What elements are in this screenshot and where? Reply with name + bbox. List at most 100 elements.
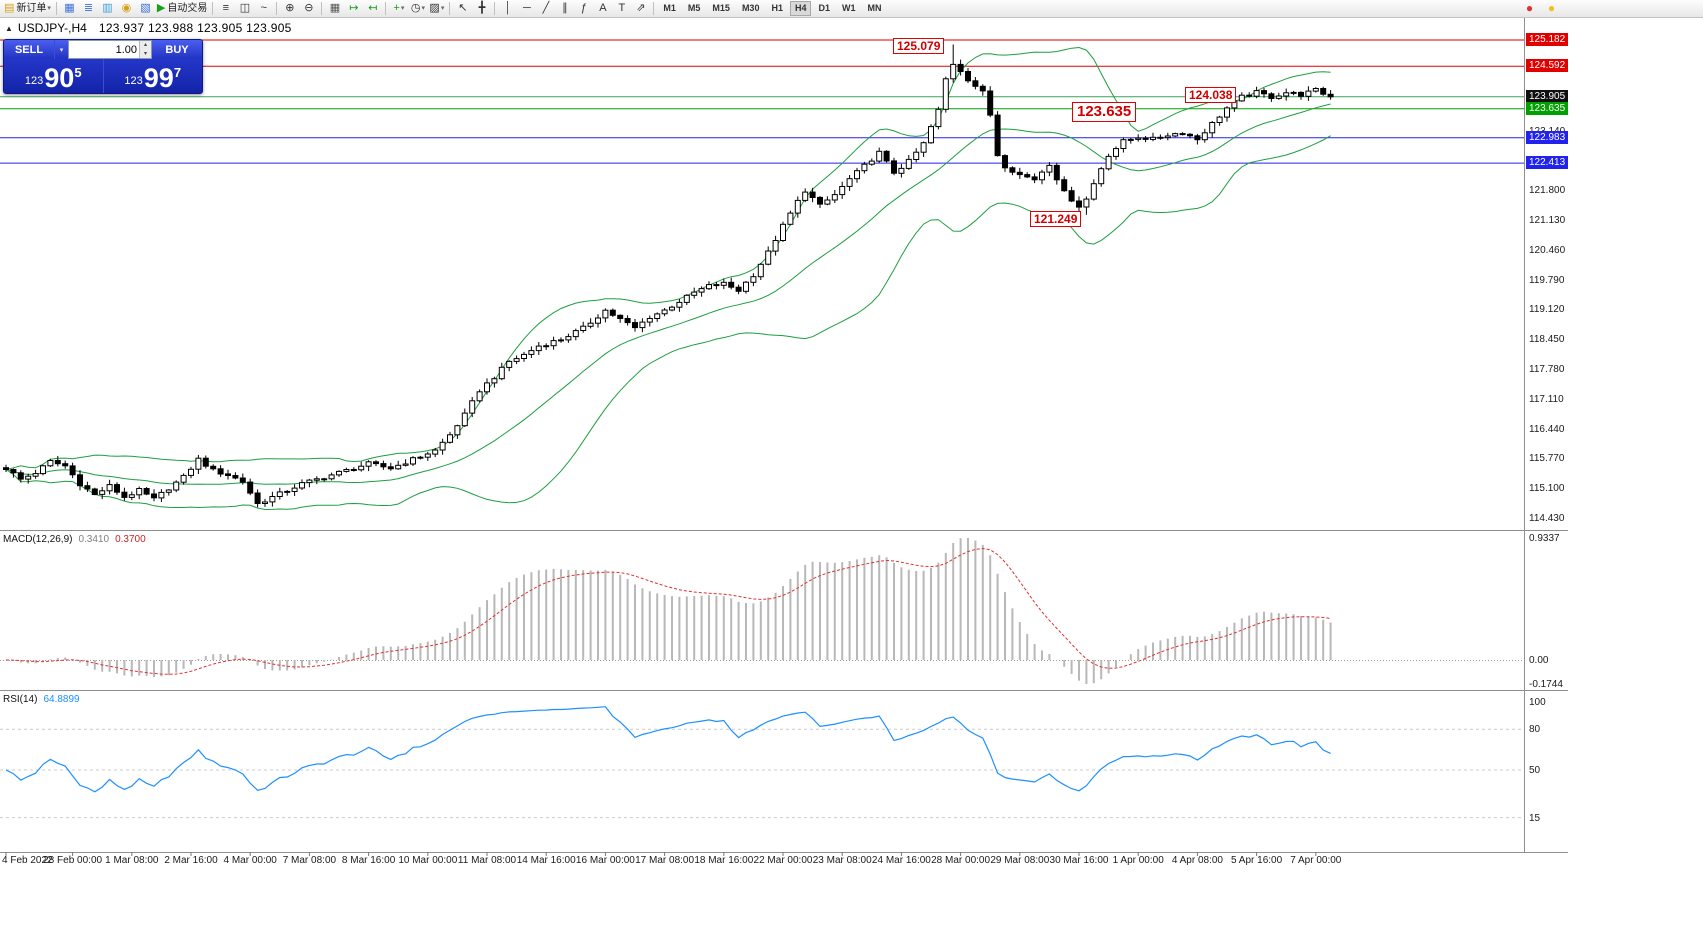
toolbar-separator: [212, 2, 214, 15]
text-label-button[interactable]: A: [593, 1, 612, 16]
timeframe-m1-button[interactable]: M1: [663, 3, 676, 13]
new-order-icon: ▤: [4, 2, 15, 14]
vertical-line-button[interactable]: │: [498, 1, 517, 16]
time-axis-label: 8 Mar 16:00: [341, 855, 396, 866]
price-axis-tag: 125.182: [1526, 33, 1569, 46]
buy-button[interactable]: BUY: [152, 40, 202, 59]
arrows-button[interactable]: ⇗: [631, 1, 650, 16]
chart-ohlc-values: 123.937 123.988 123.905 123.905: [98, 21, 292, 35]
price-axis-label: 117.780: [1529, 364, 1565, 375]
line-chart-button[interactable]: ~: [254, 1, 273, 16]
rsi-axis-label: 15: [1529, 813, 1541, 824]
equidistant-channel-button[interactable]: ∥: [555, 1, 574, 16]
terminal-button[interactable]: ▧: [136, 1, 155, 16]
autotrading-icon: ▶: [156, 2, 166, 14]
periods-dropdown-arrow-icon[interactable]: ▾: [421, 5, 425, 12]
vertical-line-icon: │: [504, 2, 512, 14]
time-axis-label: 23 Mar 08:00: [812, 855, 872, 866]
market-watch-button[interactable]: ≣: [79, 1, 98, 16]
time-axis-label: 14 Mar 16:00: [516, 855, 576, 866]
line-chart-icon: ~: [260, 2, 268, 14]
time-axis-label: 10 Mar 00:00: [398, 855, 458, 866]
new-order-dropdown-arrow-icon[interactable]: ▾: [47, 5, 51, 12]
candlestick-chart-icon: ◫: [239, 2, 251, 14]
volume-increase-button[interactable]: ▴: [140, 41, 151, 50]
text-button[interactable]: T: [612, 1, 631, 16]
timeframe-d1-button[interactable]: D1: [818, 3, 830, 13]
time-axis-label: 1 Mar 08:00: [105, 855, 159, 866]
zoom-out-button[interactable]: ⊖: [299, 1, 318, 16]
templates-button[interactable]: ▨ ▾: [427, 1, 446, 16]
zoom-in-button[interactable]: ⊕: [280, 1, 299, 16]
new-order-button[interactable]: ▤ 新订单 ▾: [2, 1, 53, 16]
one-click-trading-panel: SELL ▾ 1.00 ▴ ▾ BUY 123 90 5 123 99 7: [3, 39, 203, 94]
price-axis-label: 116.440: [1529, 424, 1565, 435]
arrows-icon: ⇗: [636, 2, 646, 14]
indicators-button[interactable]: + ▾: [389, 1, 408, 16]
horizontal-line-button[interactable]: ─: [517, 1, 536, 16]
timeframe-w1-button[interactable]: W1: [842, 3, 856, 13]
crosshair-button[interactable]: ╋: [472, 1, 491, 16]
bar-chart-button[interactable]: ≡: [216, 1, 235, 16]
time-axis-label: 4 Feb 2022: [2, 855, 53, 866]
cursor-button[interactable]: ↖: [453, 1, 472, 16]
trade-dropdown-arrow-icon[interactable]: ▾: [54, 40, 68, 59]
price-axis-tag: 122.413: [1526, 156, 1569, 169]
toolbar: ▤ 新订单 ▾ ▦ ≣ ▥ ◉ ▧ ▶ 自动交易 ≡ ◫ ~ ⊕ ⊖ ▦ ↦ ↤ + ▾ ◷ ▾ ▨ ▾ ↖ ╋ │ ─ ╱ ∥ ƒ A T ⇗ M…: [0, 0, 1703, 18]
periods-button[interactable]: ◷ ▾: [408, 1, 427, 16]
rsi-axis-label: 100: [1529, 697, 1546, 708]
price-axis-tag: 122.983: [1526, 131, 1569, 144]
macd-indicator-label: MACD(12,26,9) 0.3410 0.3700: [3, 534, 152, 545]
time-axis-label: 28 Feb 00:00: [43, 855, 103, 866]
macd-axis-label: 0.00: [1529, 655, 1549, 666]
volume-input[interactable]: 1.00 ▴ ▾: [68, 40, 152, 59]
sell-price[interactable]: 123 90 5: [4, 59, 103, 93]
templates-icon: ▨: [429, 2, 440, 14]
autotrading-label: 自动交易: [167, 3, 208, 14]
trendline-button[interactable]: ╱: [536, 1, 555, 16]
buy-price-prefix: 123: [124, 75, 143, 87]
data-window-icon: ▥: [102, 2, 113, 14]
bar-chart-icon: ≡: [222, 2, 230, 14]
charts-button[interactable]: ▦: [60, 1, 79, 16]
timeframe-m5-button[interactable]: M5: [687, 3, 701, 13]
macd-axis-label: 0.9337: [1529, 533, 1560, 544]
price-axis-label: 115.100: [1529, 483, 1565, 494]
chart-shift-icon: ↤: [368, 2, 378, 14]
timeframe-h4-button[interactable]: H4: [789, 1, 812, 16]
macd-main-value: 0.3410: [78, 534, 110, 545]
price-axis-tag: 123.635: [1526, 102, 1569, 115]
time-axis-label: 7 Apr 00:00: [1290, 855, 1342, 866]
auto-scroll-button[interactable]: ↦: [344, 1, 363, 16]
price-axis: 123.140121.800121.130120.460119.790119.1…: [1526, 0, 1586, 940]
chart-info-line: ▲ USDJPY-,H4 123.937 123.988 123.905 123…: [5, 21, 292, 35]
time-axis-label: 24 Mar 16:00: [871, 855, 931, 866]
candlestick-chart-button[interactable]: ◫: [235, 1, 254, 16]
alerts-icon[interactable]: ●: [1525, 1, 1534, 15]
timeframe-mn-button[interactable]: MN: [867, 3, 882, 13]
rsi-indicator-label: RSI(14) 64.8899: [3, 694, 86, 705]
trendline-icon: ╱: [542, 2, 550, 14]
templates-dropdown-arrow-icon[interactable]: ▾: [440, 5, 445, 12]
fibonacci-button[interactable]: ƒ: [574, 1, 593, 16]
market-watch-icon: ≣: [83, 2, 94, 14]
autotrading-button[interactable]: ▶ 自动交易: [155, 1, 209, 16]
volume-decrease-button[interactable]: ▾: [140, 49, 151, 58]
text-label-icon: A: [599, 2, 607, 14]
indicators-dropdown-arrow-icon[interactable]: ▾: [400, 5, 405, 12]
timeframe-m15-button[interactable]: M15: [712, 3, 730, 13]
community-icon[interactable]: ●: [1547, 1, 1556, 15]
tile-windows-button[interactable]: ▦: [325, 1, 344, 16]
price-axis-label: 119.790: [1529, 275, 1565, 286]
collapse-arrow-icon[interactable]: ▲: [5, 23, 13, 33]
data-window-button[interactable]: ▥: [98, 1, 117, 16]
navigator-button[interactable]: ◉: [117, 1, 136, 16]
timeframe-h1-button[interactable]: H1: [771, 3, 783, 13]
timeframe-m30-button[interactable]: M30: [741, 3, 760, 13]
buy-price[interactable]: 123 99 7: [102, 59, 203, 93]
chart-shift-button[interactable]: ↤: [363, 1, 382, 16]
time-axis-label: 30 Mar 16:00: [1049, 855, 1109, 866]
sell-button[interactable]: SELL: [4, 40, 54, 59]
